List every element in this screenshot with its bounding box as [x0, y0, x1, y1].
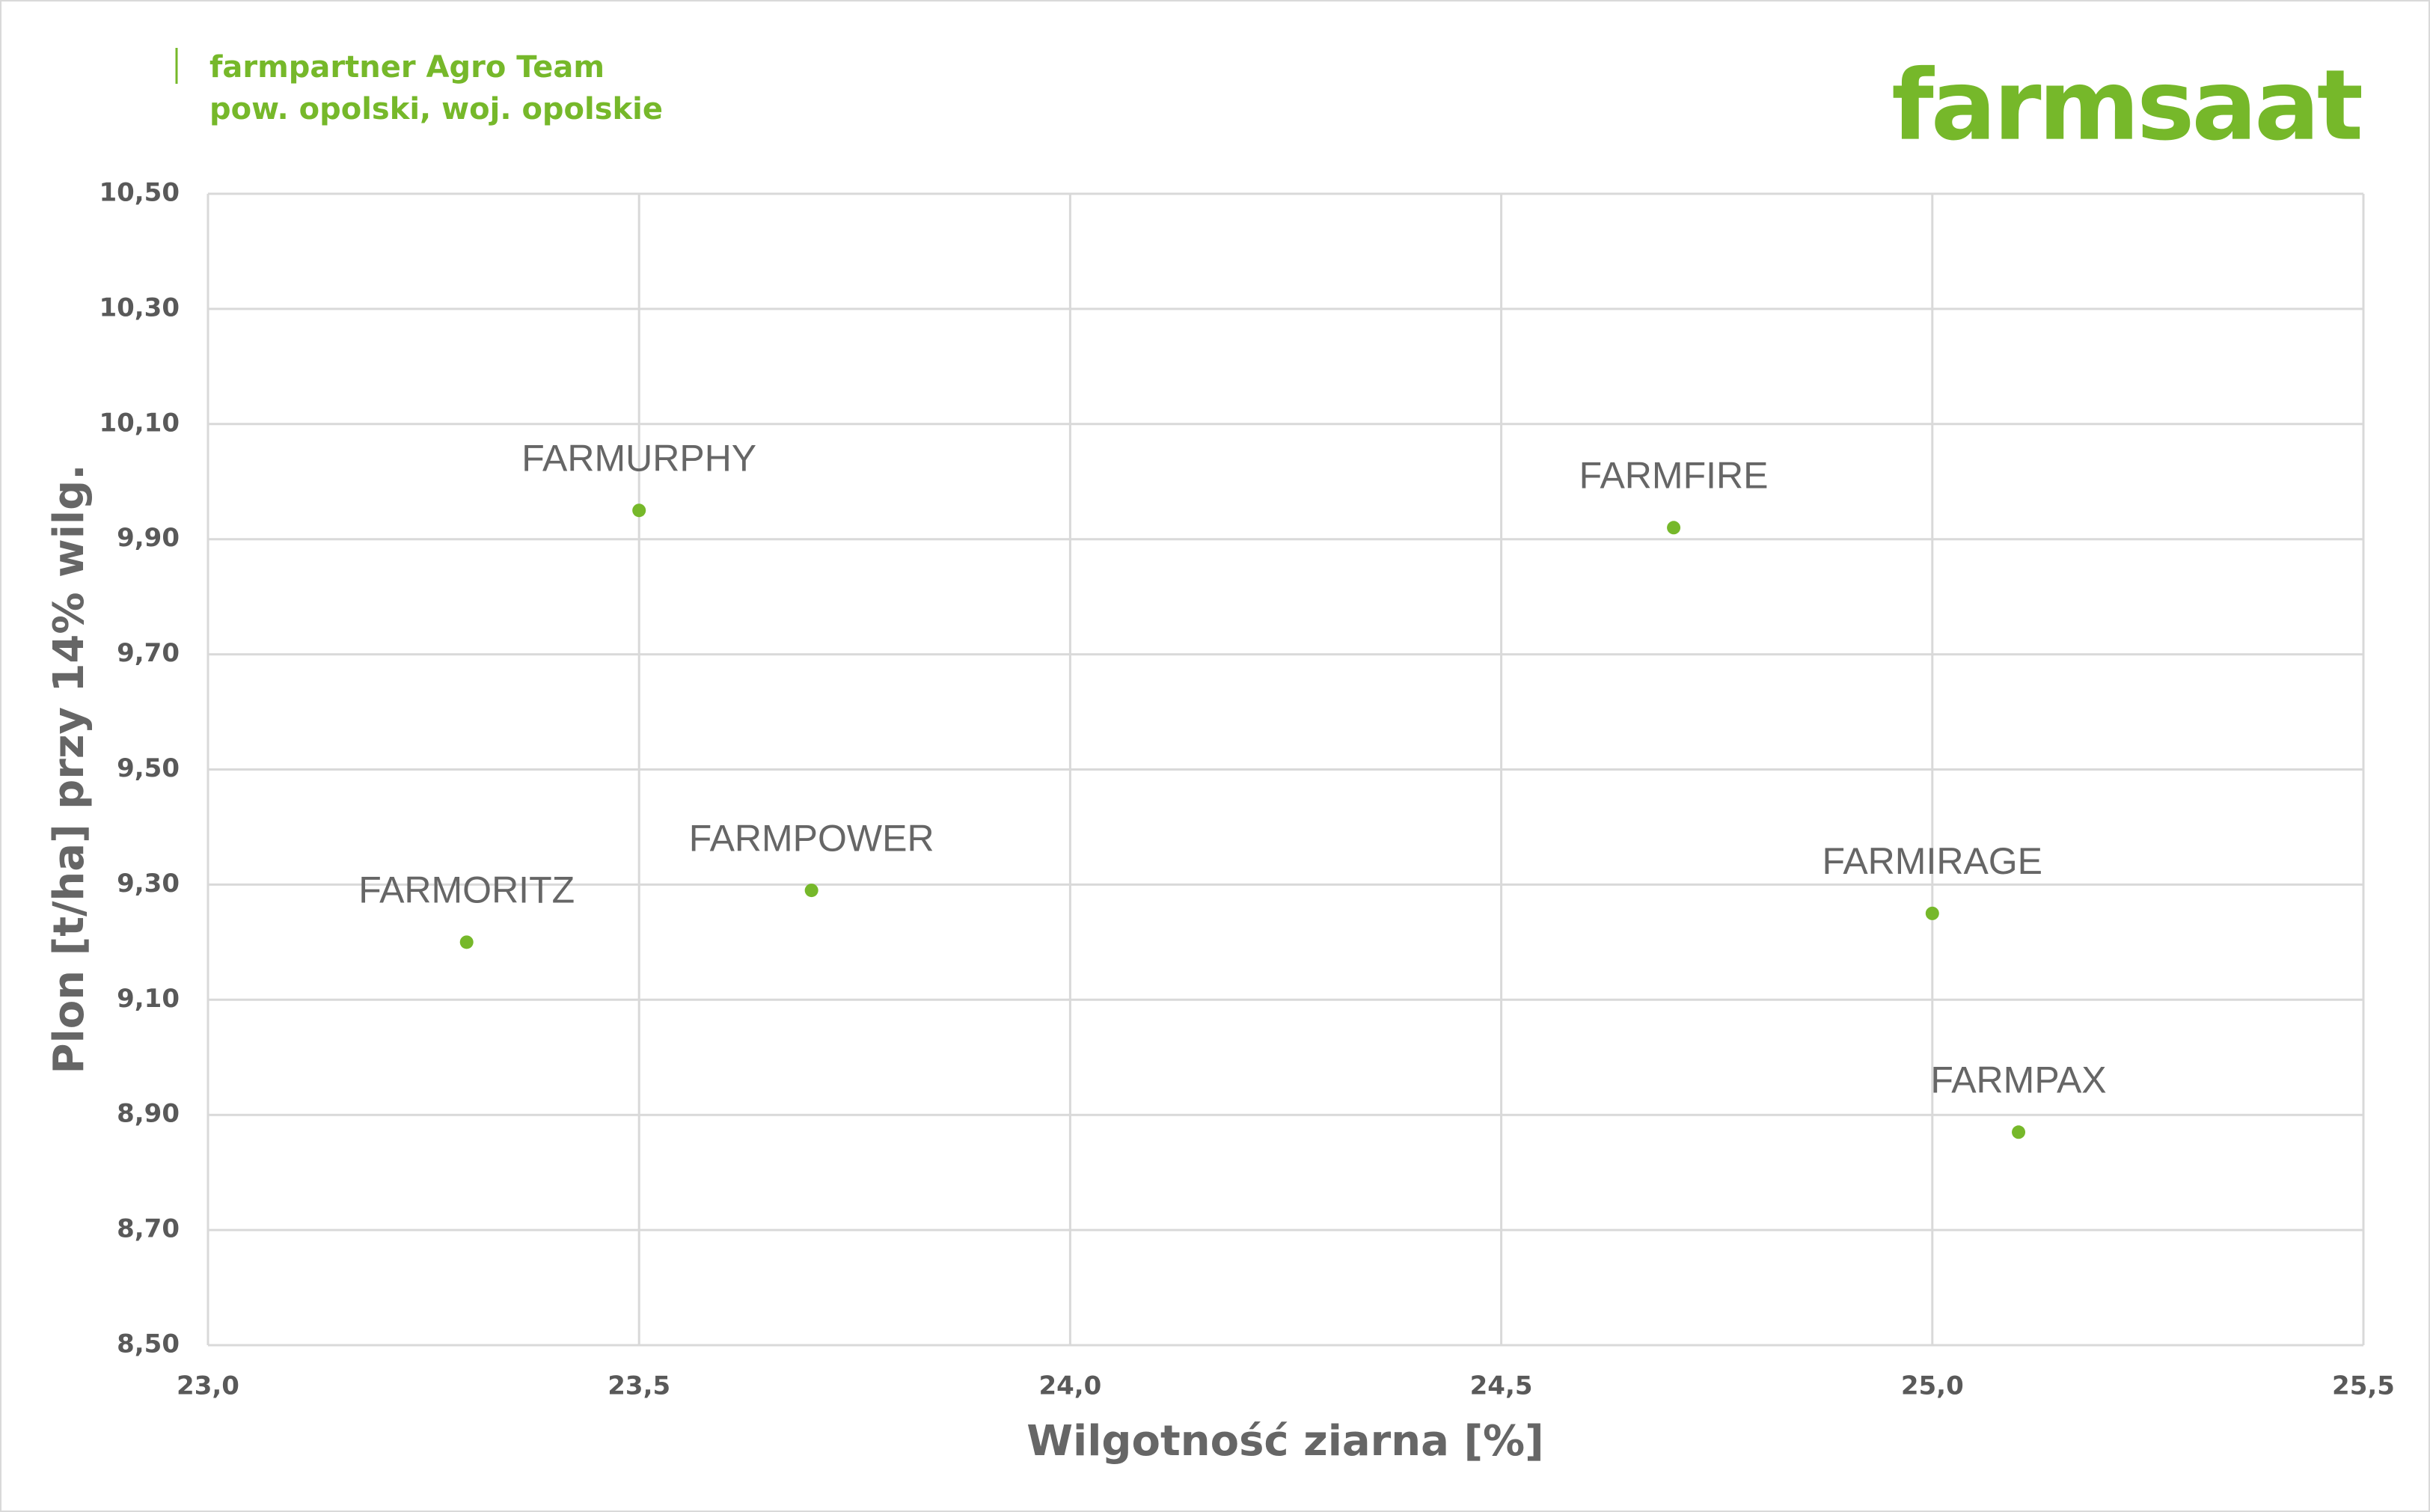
y-tick-label: 9,10	[117, 984, 180, 1014]
point	[1667, 521, 1681, 535]
y-axis-title: Plon [t/ha] przy 14% wilg.	[45, 465, 94, 1074]
x-tick-label: 24,5	[1470, 1371, 1533, 1401]
x-axis-title: Wilgotność ziarna [%]	[1026, 1417, 1544, 1466]
x-tick-label: 23,0	[177, 1371, 239, 1401]
y-tick-label: 10,30	[99, 293, 180, 322]
y-tick-label: 10,10	[99, 408, 180, 438]
x-tick-label: 23,5	[608, 1371, 670, 1401]
header-line: pow. opolski, woj. opolskie	[209, 92, 663, 126]
x-tick-label: 25,5	[2332, 1371, 2395, 1401]
x-tick-label: 25,0	[1901, 1371, 1964, 1401]
y-tick-label: 9,70	[117, 638, 180, 668]
x-tick-label: 24,0	[1038, 1371, 1101, 1401]
point-label: FARMPOWER	[689, 817, 934, 859]
point-label: FARMORITZ	[358, 869, 575, 911]
y-tick-label: 8,90	[117, 1099, 180, 1129]
y-tick-label: 9,50	[117, 753, 180, 783]
point	[632, 504, 646, 518]
point	[804, 884, 818, 898]
point-label: FARMFIRE	[1579, 455, 1769, 497]
y-tick-label: 8,70	[117, 1214, 180, 1244]
y-tick-label: 10,50	[99, 178, 180, 208]
y-tick-label: 9,90	[117, 523, 180, 553]
point	[1925, 906, 1939, 920]
point-label: FARMURPHY	[521, 437, 756, 479]
y-tick-label: 8,50	[117, 1329, 180, 1359]
point-label: FARMIRAGE	[1822, 840, 2042, 882]
point	[2012, 1125, 2026, 1139]
logo: farmsaat	[1891, 49, 2362, 162]
header-line: farmpartner Agro Team	[209, 50, 605, 85]
y-tick-label: 9,30	[117, 869, 180, 899]
point-label: FARMPAX	[1930, 1059, 2106, 1101]
point	[459, 935, 474, 949]
